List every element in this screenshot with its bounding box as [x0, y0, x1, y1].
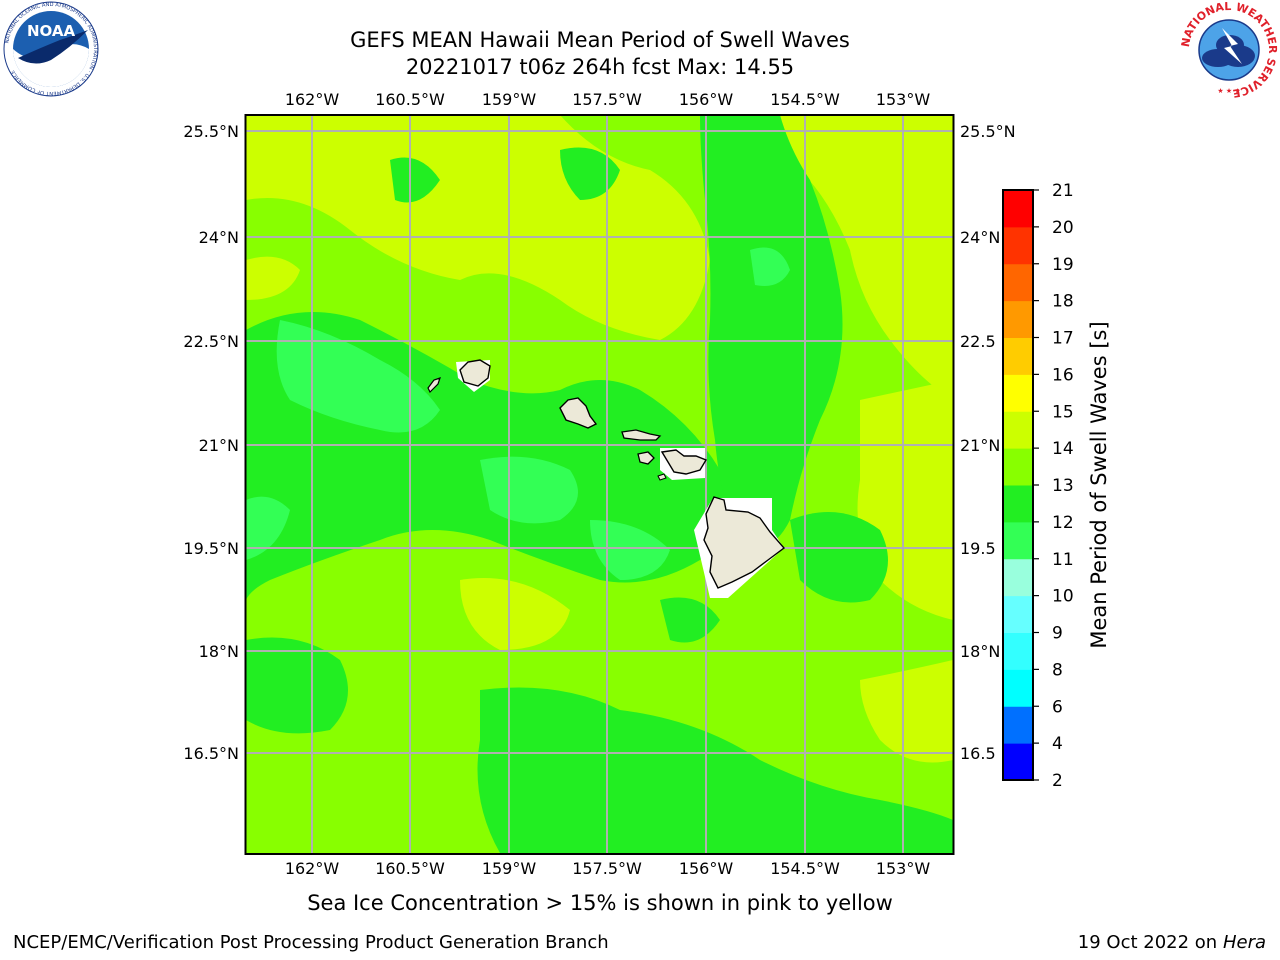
footer-date-text: 19 Oct 2022 on: [1077, 932, 1218, 953]
lat-tick-label: 22.5: [960, 332, 996, 351]
colorbar-swatch: [1003, 374, 1033, 412]
island-kahoolawe: [657, 473, 667, 481]
lat-tick-label: 22.5°N: [183, 332, 239, 351]
colorbar-tick-label: 21: [1052, 181, 1074, 201]
lat-tick-label: 16.5: [960, 744, 996, 763]
colorbar-swatch: [1003, 411, 1033, 449]
colorbar-swatch: [1003, 190, 1033, 228]
colorbar-tick-label: 11: [1052, 550, 1074, 570]
island-molokai: [621, 429, 662, 441]
lon-tick-label: 153°W: [876, 90, 931, 109]
colorbar-tick-label: 6: [1052, 697, 1063, 717]
lon-tick-label: 157.5°W: [572, 90, 642, 109]
lon-tick-label: 162°W: [285, 90, 340, 109]
lat-tick-label: 21°N: [960, 436, 1000, 455]
island-niihau: [427, 377, 441, 394]
colorbar-tick-label: 4: [1052, 734, 1063, 754]
footer-branch: NCEP/EMC/Verification Post Processing Pr…: [13, 932, 609, 953]
footer-date: 19 Oct 2022 on Hera: [1078, 932, 1266, 953]
lat-tick-label: 25.5°N: [960, 122, 1016, 141]
chart-title: GEFS MEAN Hawaii Mean Period of Swell Wa…: [350, 28, 850, 52]
colorbar-tick-label: 16: [1052, 365, 1074, 385]
colorbar-tick-label: 8: [1052, 660, 1063, 680]
lon-tick-label: 160.5°W: [375, 859, 445, 878]
colorbar-swatch: [1003, 595, 1033, 633]
svg-text:★ ★ ★: ★ ★ ★: [1217, 87, 1240, 95]
colorbar-swatch: [1003, 263, 1033, 302]
lat-tick-label: 18°N: [960, 642, 1000, 661]
lon-tick-label: 156°W: [679, 859, 734, 878]
lat-tick-label: 18°N: [199, 642, 239, 661]
lon-tick-label: 162°W: [285, 859, 340, 878]
lat-tick-label: 19.5°N: [183, 539, 239, 558]
noaa-logo-text: NOAA: [27, 22, 76, 40]
colorbar-tick-label: 14: [1052, 439, 1074, 459]
lat-tick-label: 16.5°N: [183, 744, 239, 763]
colorbar-swatch: [1003, 632, 1033, 670]
colorbar-swatch: [1003, 485, 1033, 523]
lat-labels-right: 25.5°N 24°N 22.5 21°N 19.5 18°N 16.5: [960, 122, 1016, 763]
lat-tick-label: 24°N: [199, 228, 239, 247]
colorbar-swatch: [1003, 669, 1033, 707]
lat-tick-label: 19.5: [960, 539, 996, 558]
island-hawaii: [703, 496, 786, 589]
graticule: [246, 115, 953, 853]
colorbar-tick-label: 12: [1052, 513, 1074, 533]
colorbar-swatch: [1003, 521, 1033, 560]
swell-period-field: [246, 115, 953, 853]
lon-tick-label: 154.5°W: [770, 859, 840, 878]
lon-tick-label: 153°W: [876, 859, 931, 878]
lon-tick-label: 154.5°W: [770, 90, 840, 109]
nws-logo: NATIONAL WEATHER SERVICE ★ ★ ★: [1179, 0, 1279, 100]
colorbar-tick-label: 9: [1052, 624, 1063, 644]
island-oahu: [559, 397, 598, 429]
colorbar-tick-label: 17: [1052, 329, 1074, 349]
island-kauai: [459, 359, 491, 387]
colorbar-swatch: [1003, 300, 1033, 338]
colorbar-swatch: [1003, 743, 1033, 781]
colorbar: 2 4 6 8 9 10 11 12 13 14 15 16 17 18 19 20 21: [1002, 181, 1074, 791]
noaa-logo: NOAA NATIONAL OCEANIC AND ATMOSPHERIC AD…: [3, 1, 99, 97]
colorbar-label: Mean Period of Swell Waves [s]: [1087, 321, 1111, 648]
map-frame: [244, 114, 955, 855]
lat-labels-left: 25.5°N 24°N 22.5°N 21°N 19.5°N 18°N 16.5°N: [183, 122, 239, 763]
lon-tick-label: 159°W: [482, 859, 537, 878]
lon-tick-label: 156°W: [679, 90, 734, 109]
colorbar-tick-label: 19: [1052, 255, 1074, 275]
colorbar-swatch: [1003, 706, 1033, 744]
colorbar-swatch: [1003, 337, 1033, 375]
islands: [427, 359, 786, 598]
colorbar-tick-label: 15: [1052, 402, 1074, 422]
colorbar-swatch: [1003, 226, 1033, 265]
colorbar-tick-label: 20: [1052, 218, 1074, 238]
colorbar-tick-label: 2: [1052, 771, 1063, 791]
lat-tick-label: 24°N: [960, 228, 1000, 247]
lat-tick-label: 25.5°N: [183, 122, 239, 141]
colorbar-swatch: [1003, 448, 1033, 486]
lon-tick-label: 157.5°W: [572, 859, 642, 878]
chart-subtitle: 20221017 t06z 264h fcst Max: 14.55: [405, 55, 795, 79]
colorbar-tick-label: 18: [1052, 292, 1074, 312]
lon-tick-label: 160.5°W: [375, 90, 445, 109]
colorbar-tick-label: 13: [1052, 476, 1074, 496]
footer-machine: Hera: [1222, 932, 1266, 953]
island-maui: [660, 449, 708, 475]
colorbar-swatch: [1003, 558, 1033, 597]
colorbar-tick-label: 10: [1052, 587, 1074, 607]
lon-labels-top: 162°W 160.5°W 159°W 157.5°W 156°W 154.5°W 153°…: [285, 90, 931, 109]
lat-tick-label: 21°N: [199, 436, 239, 455]
sea-ice-caption: Sea Ice Concentration > 15% is shown in …: [307, 891, 893, 915]
island-lanai: [637, 451, 655, 465]
lon-labels-bottom: 162°W 160.5°W 159°W 157.5°W 156°W 154.5°W 153°…: [285, 859, 931, 878]
lon-tick-label: 159°W: [482, 90, 537, 109]
